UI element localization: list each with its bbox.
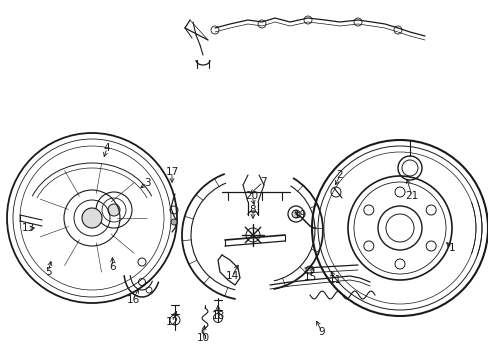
Text: 20: 20 (245, 191, 258, 201)
Text: 21: 21 (405, 191, 418, 201)
Text: 3: 3 (143, 178, 150, 188)
Text: 2: 2 (336, 170, 343, 180)
Circle shape (171, 219, 177, 225)
Text: 9: 9 (318, 327, 325, 337)
Text: 1: 1 (448, 243, 454, 253)
Circle shape (291, 210, 299, 218)
Text: 12: 12 (165, 317, 178, 327)
Text: 19: 19 (293, 210, 306, 220)
Text: 13: 13 (21, 223, 35, 233)
Text: 16: 16 (126, 295, 140, 305)
Text: 18: 18 (211, 311, 224, 321)
Text: 15: 15 (303, 272, 316, 282)
Text: 8: 8 (249, 205, 256, 215)
Text: 14: 14 (225, 271, 238, 281)
Text: 6: 6 (109, 262, 116, 272)
Circle shape (82, 208, 102, 228)
Text: 17: 17 (165, 167, 178, 177)
Text: 11: 11 (328, 275, 341, 285)
Text: 7: 7 (259, 177, 266, 187)
Text: 10: 10 (196, 333, 209, 343)
Text: 4: 4 (103, 143, 110, 153)
Circle shape (108, 204, 120, 216)
Text: 5: 5 (44, 267, 51, 277)
